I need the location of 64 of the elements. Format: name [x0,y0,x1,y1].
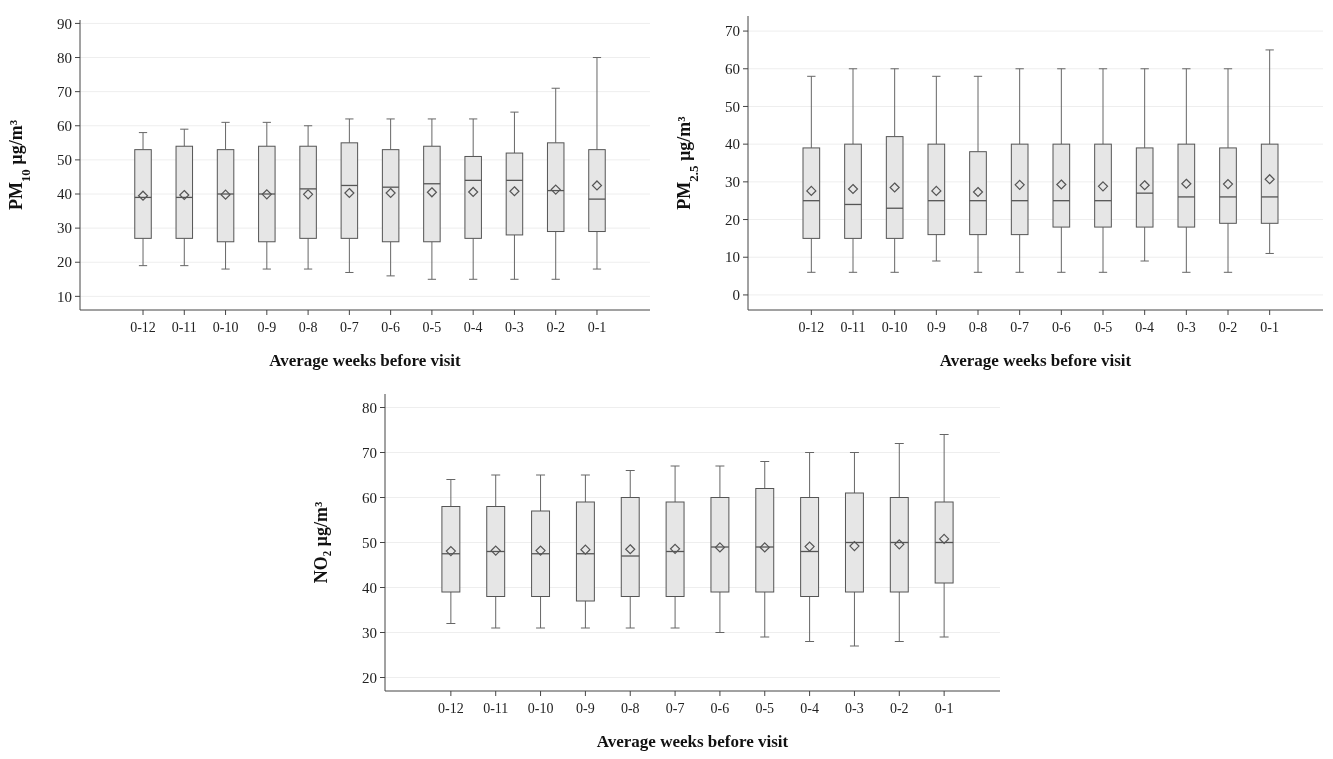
y-tick-label: 50 [362,534,377,551]
y-tick-label: 40 [725,136,740,153]
y-tick-label: 10 [57,288,72,305]
y-tick-label: 70 [725,23,740,40]
x-tick-label: 0-12 [438,701,464,716]
x-tick-label: 0-11 [483,701,509,716]
x-tick-label: 0-10 [527,701,554,716]
y-tick-label: 80 [57,49,72,66]
x-tick-label: 0-5 [755,701,775,716]
x-tick-label: 0-8 [968,320,988,335]
x-tick-label: 0-2 [546,320,566,335]
x-tick-label: 0-10 [881,320,908,335]
x-tick-label: 0-6 [710,701,730,716]
y-tick-label: 90 [57,15,72,32]
y-tick-label: 20 [725,211,740,228]
x-tick-label: 0-8 [298,320,318,335]
x-tick-label: 0-9 [257,320,277,335]
x-tick-label: 0-10 [212,320,239,335]
y-tick-label: 30 [725,174,740,191]
y-tick-label: 60 [362,489,377,506]
y-tick-label: 40 [57,186,72,203]
y-tick-label: 50 [57,152,72,169]
y-tick-label: 40 [362,579,377,596]
x-tick-label: 0-2 [1218,320,1238,335]
y-tick-label: 60 [57,118,72,135]
x-tick-label: 0-4 [463,320,483,335]
x-tick-label: 0-2 [889,701,909,716]
x-tick-label: 0-4 [1135,320,1154,335]
x-tick-label: 0-3 [845,701,864,716]
y-tick-label: 20 [362,669,377,686]
x-axis-title: Average weeks before visit [939,351,1132,370]
x-axis-title: Average weeks before visit [269,351,462,370]
y-axis-title: NO₂ µg/m³ [311,501,331,584]
x-tick-label: 0-11 [171,320,197,335]
y-tick-label: 70 [362,444,377,461]
x-tick-label: 0-7 [1010,320,1029,335]
y-tick-label: 30 [57,220,72,237]
x-tick-label: 0-3 [505,320,524,335]
x-tick-label: 0-9 [576,701,595,716]
x-tick-label: 0-1 [934,701,954,716]
x-tick-label: 0-1 [1260,320,1279,335]
x-tick-label: 0-9 [927,320,946,335]
x-tick-label: 0-6 [1052,320,1071,335]
y-tick-label: 20 [57,254,72,271]
y-tick-label: 70 [57,83,72,100]
x-tick-label: 0-8 [620,701,640,716]
x-tick-label: 0-11 [840,320,866,335]
y-tick-label: 0 [732,287,740,304]
x-tick-label: 0-4 [800,701,819,716]
x-tick-label: 0-5 [1093,320,1113,335]
x-axis-title: Average weeks before visit [596,732,789,751]
x-tick-label: 0-5 [422,320,442,335]
x-tick-label: 0-7 [340,320,359,335]
y-tick-label: 30 [362,624,377,641]
x-tick-label: 0-1 [587,320,607,335]
y-tick-label: 10 [725,249,740,266]
x-tick-label: 0-12 [798,320,825,335]
x-tick-label: 0-7 [665,701,685,716]
y-tick-label: 50 [725,98,740,115]
y-tick-label: 80 [362,399,377,416]
x-tick-label: 0-12 [130,320,156,335]
x-tick-label: 0-3 [1177,320,1196,335]
y-tick-label: 60 [725,61,740,78]
x-tick-label: 0-6 [381,320,400,335]
